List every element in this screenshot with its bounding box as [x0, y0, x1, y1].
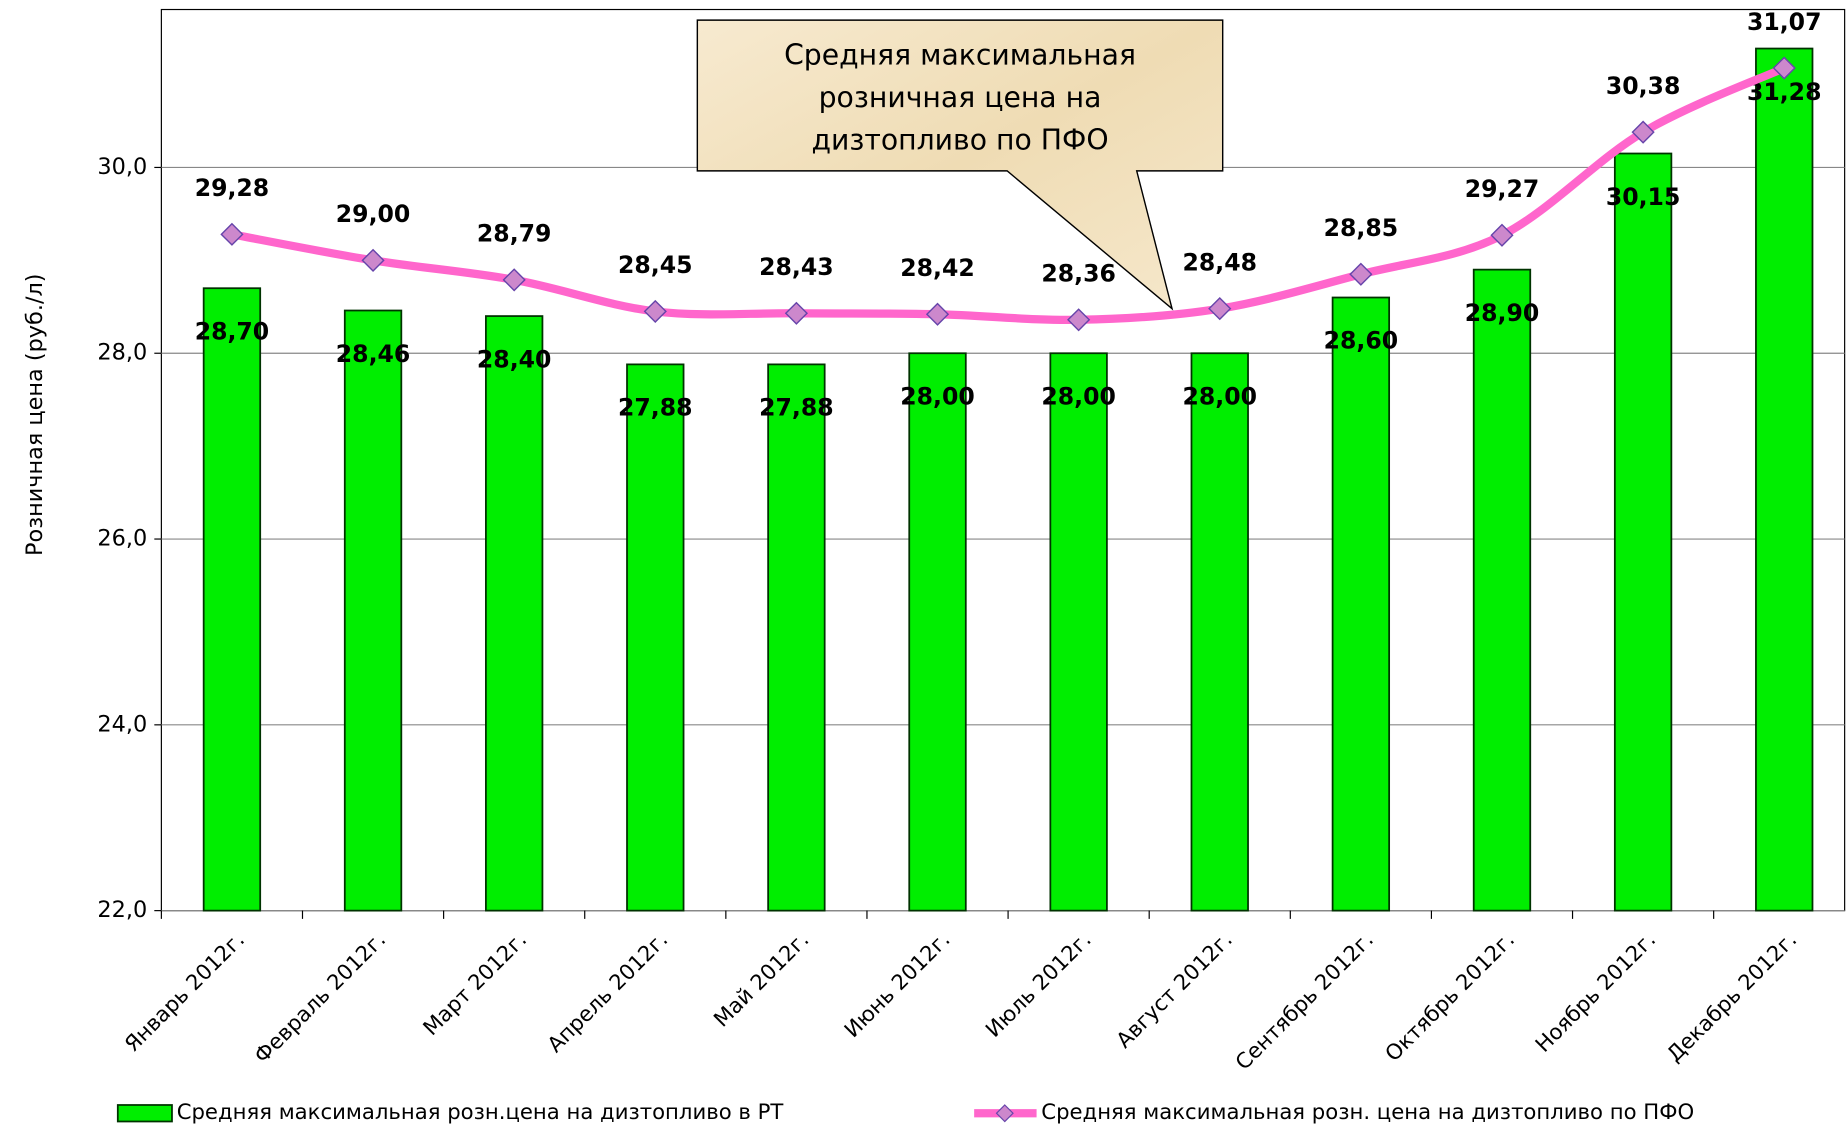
line-marker: [925, 302, 950, 326]
line-value-label: 30,38: [1606, 72, 1680, 100]
legend-label: Средняя максимальная розн. цена на дизто…: [1041, 1099, 1694, 1124]
bar: [1472, 268, 1532, 912]
y-tick-label: 26,0: [97, 526, 147, 552]
line-marker: [643, 299, 667, 324]
line-value-label: 29,00: [336, 200, 410, 228]
bar: [1049, 352, 1108, 912]
line-marker: [361, 248, 385, 272]
x-tick-label: Май 2012г.: [709, 927, 814, 1032]
x-tick-label: Октябрь 2012г.: [1380, 927, 1519, 1066]
bar: [1331, 296, 1391, 912]
line-marker: [1490, 223, 1514, 247]
line-value-label: 31,07: [1747, 8, 1821, 36]
bar-value-label: 27,88: [759, 394, 833, 422]
bar-value-label: 28,00: [1183, 383, 1257, 411]
bar: [202, 287, 262, 912]
bar-value-label: 28,70: [195, 317, 269, 345]
bar-value-label: 28,00: [1041, 383, 1115, 411]
x-tick-label: Март 2012г.: [418, 927, 532, 1041]
annotation-text: Средняя максимальная: [784, 39, 1136, 72]
x-tick-label: Февраль 2012г.: [249, 927, 390, 1068]
legend-swatch: [995, 1104, 1014, 1123]
bar: [626, 363, 685, 912]
x-tick-label: Август 2012г.: [1111, 927, 1237, 1053]
bar: [1755, 47, 1814, 912]
annotation-box: [696, 19, 1224, 311]
y-tick-label: 28,0: [97, 340, 147, 366]
bar: [485, 315, 544, 912]
line-value-label: 28,48: [1183, 248, 1257, 276]
legend-label: Средняя максимальная розн.цена на дизтоп…: [177, 1099, 784, 1124]
line-value-label: 28,43: [759, 253, 833, 281]
x-tick-label: Апрель 2012г.: [542, 927, 672, 1057]
y-tick-label: 30,0: [97, 154, 147, 180]
x-tick-label: Декабрь 2012г.: [1661, 927, 1801, 1067]
bar: [343, 309, 403, 912]
bar-value-label: 28,60: [1324, 327, 1398, 355]
bar-value-label: 28,90: [1465, 299, 1539, 327]
line-marker: [1772, 56, 1796, 80]
annotation-text: розничная цена на: [819, 81, 1102, 114]
y-tick-label: 24,0: [97, 711, 147, 737]
line-marker: [502, 268, 526, 292]
bar-value-label: 30,15: [1606, 183, 1680, 211]
x-tick-label: Сентябрь 2012г.: [1230, 927, 1378, 1075]
line-marker: [1631, 120, 1655, 144]
line-value-label: 29,28: [195, 174, 269, 202]
x-tick-label: Июнь 2012г.: [839, 927, 955, 1043]
x-tick-label: Ноябрь 2012г.: [1530, 927, 1660, 1057]
line-value-label: 28,36: [1041, 260, 1115, 288]
y-tick-label: 22,0: [97, 897, 147, 923]
bar: [908, 352, 967, 912]
line-value-label: 28,85: [1324, 214, 1398, 242]
x-tick-label: Июль 2012г.: [980, 927, 1095, 1042]
x-tick-label: Январь 2012г.: [119, 927, 249, 1057]
bar: [767, 363, 826, 912]
line-value-label: 29,27: [1465, 175, 1539, 203]
line-marker: [784, 301, 809, 325]
line-value-label: 28,42: [900, 254, 974, 282]
line-marker: [1208, 297, 1232, 321]
line-value-label: 28,79: [477, 220, 551, 248]
bar-value-label: 28,46: [336, 340, 410, 368]
y-axis-label: Розничная цена (руб./л): [22, 273, 48, 555]
bar: [1190, 352, 1249, 912]
line-marker: [1067, 308, 1091, 332]
bar: [1613, 152, 1673, 912]
legend-swatch: [116, 1104, 173, 1123]
line-marker: [1349, 262, 1373, 286]
bar-value-label: 28,40: [477, 345, 551, 373]
annotation-text: дизтопливо по ПФО: [811, 123, 1108, 156]
line-marker: [220, 222, 244, 246]
bar-value-label: 27,88: [618, 394, 692, 422]
bar-value-label: 28,00: [900, 383, 974, 411]
line-value-label: 28,45: [618, 251, 692, 279]
